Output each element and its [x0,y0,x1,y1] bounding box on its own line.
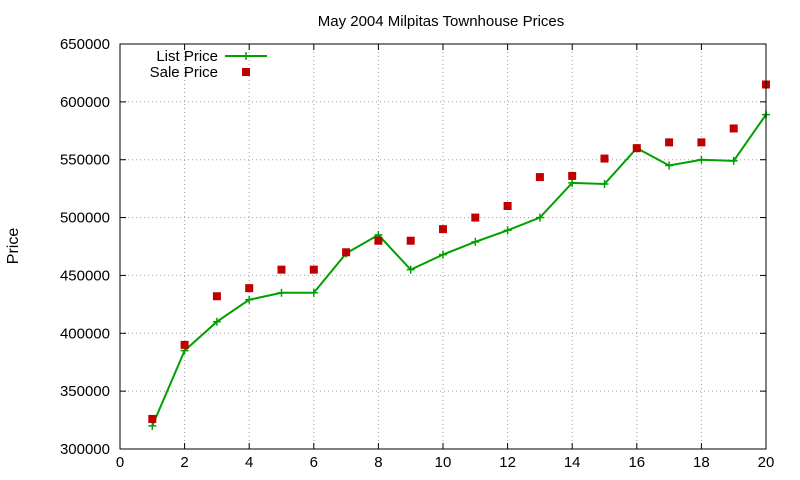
data-point [180,340,189,349]
y-tick-label: 350000 [60,383,110,400]
data-point [568,178,577,187]
data-point [665,138,674,147]
x-tick-label: 20 [758,454,775,471]
data-point [245,295,254,304]
data-point [729,156,738,165]
series-line [151,114,767,427]
y-tick-label: 400000 [60,325,110,342]
y-tick-label: 300000 [60,441,110,458]
data-point [245,284,254,293]
data-point [212,317,221,326]
data-point [309,288,318,297]
y-tick-label: 650000 [60,36,110,53]
data-point [729,124,738,133]
y-axis-label: Price [5,228,22,265]
legend-label: List Price [156,48,218,65]
data-point [535,213,544,222]
y-tick-label: 600000 [60,94,110,111]
y-tick-label: 450000 [60,267,110,284]
series-list-price [148,110,770,430]
x-tick-label: 10 [435,454,452,471]
series-sale-price [148,80,770,423]
data-point [503,202,512,210]
data-point [406,265,415,274]
data-point [342,248,351,257]
data-point [600,180,609,189]
data-point [374,236,383,245]
grid [120,44,766,449]
data-point [309,265,318,274]
data-point [277,288,286,297]
data-point [148,421,157,430]
axis-ticks: 0 2 4 6 8 10 12 14 16 18 20 300000 350000 400000 45000… [60,36,774,471]
data-point [439,250,447,259]
data-point [471,237,480,246]
x-tick-label: 2 [180,454,188,471]
legend-marker [242,68,250,76]
plot-border [119,43,767,450]
data-point [697,155,706,164]
data-point [406,236,415,245]
data-point [212,292,221,301]
data-point [503,226,512,235]
x-tick-label: 14 [564,454,581,471]
y-tick-label: 500000 [60,210,110,227]
data-point [471,213,480,222]
data-point [600,154,609,163]
data-point [439,225,447,234]
x-tick-label: 4 [245,454,253,471]
x-tick-label: 16 [628,454,645,471]
chart-title: May 2004 Milpitas Townhouse Prices [318,13,565,30]
x-tick-label: 6 [310,454,318,471]
data-point [535,173,544,182]
data-point [665,161,674,170]
data-point [697,138,706,147]
y-tick-label: 550000 [60,152,110,169]
data-point [148,414,157,423]
legend-label: Sale Price [150,64,218,81]
x-tick-label: 0 [116,454,124,471]
x-tick-label: 12 [499,454,516,471]
x-tick-label: 18 [693,454,710,471]
data-point [632,144,641,153]
legend-marker [242,52,250,60]
data-point [277,265,286,274]
x-tick-label: 8 [374,454,382,471]
data-point [568,171,577,180]
plot-series [148,80,770,430]
